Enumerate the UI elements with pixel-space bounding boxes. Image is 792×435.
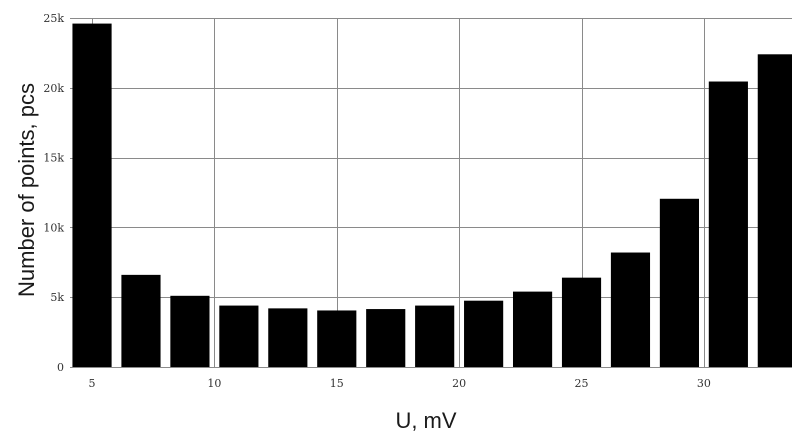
- x-tick-label: 30: [697, 377, 711, 390]
- bars: [72, 23, 792, 368]
- grid: [70, 18, 792, 368]
- x-axis-ticks: 5 10 15 20 25 30: [89, 377, 711, 390]
- y-tick-label: 20k: [43, 82, 64, 95]
- bar: [170, 295, 210, 367]
- x-tick-label: 15: [330, 377, 344, 390]
- y-tick-label: 10k: [43, 221, 64, 234]
- y-tick-label: 25k: [43, 12, 64, 25]
- x-axis-title: U, mV: [395, 408, 456, 433]
- bar: [708, 81, 748, 367]
- bar: [268, 308, 308, 367]
- y-tick-label: 15k: [43, 152, 64, 165]
- x-tick-label: 5: [89, 377, 96, 390]
- x-tick-label: 10: [207, 377, 221, 390]
- bar: [415, 305, 455, 367]
- y-tick-label: 5k: [50, 291, 64, 304]
- bar: [464, 300, 504, 367]
- bar: [366, 309, 406, 367]
- bar: [610, 252, 651, 367]
- bar: [512, 291, 553, 367]
- y-tick-label: 0: [57, 361, 64, 374]
- y-axis-title: Number of points, pcs: [14, 83, 39, 297]
- bar: [757, 54, 792, 368]
- bar: [219, 305, 259, 367]
- x-tick-label: 20: [452, 377, 466, 390]
- bar: [72, 23, 112, 368]
- y-axis-ticks: 0 5k 10k 15k 20k 25k: [43, 12, 64, 374]
- bar: [659, 198, 699, 367]
- x-tick-label: 25: [575, 377, 589, 390]
- bar: [561, 277, 602, 367]
- bar: [121, 274, 161, 367]
- bar: [317, 310, 357, 367]
